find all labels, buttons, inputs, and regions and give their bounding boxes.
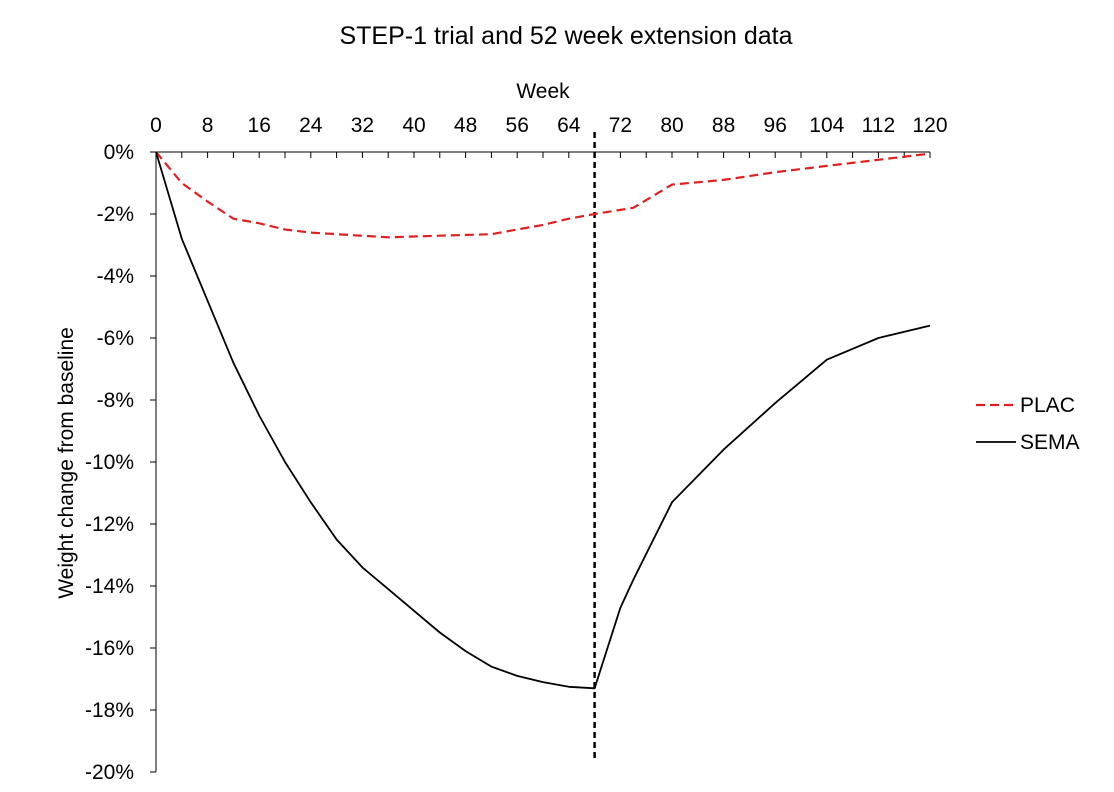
x-tick-label: 80 xyxy=(660,114,683,137)
x-tick-label: 96 xyxy=(764,114,787,137)
legend-label-sema: SEMA xyxy=(1020,431,1080,454)
y-tick-label: 0% xyxy=(104,141,134,164)
y-tick-label: -14% xyxy=(85,575,134,598)
legend-label-plac: PLAC xyxy=(1020,394,1075,417)
x-tick-label: 16 xyxy=(248,114,271,137)
x-tick-label: 64 xyxy=(557,114,581,137)
y-tick-label: -2% xyxy=(97,203,134,226)
x-tick-label: 120 xyxy=(912,114,947,137)
x-tick-label: 72 xyxy=(609,114,632,137)
x-tick-label: 8 xyxy=(202,114,214,137)
series-line-sema xyxy=(155,151,931,690)
x-tick-label: 104 xyxy=(809,114,844,137)
y-tick-label: -4% xyxy=(97,265,134,288)
x-axis-title: Week xyxy=(516,80,570,103)
x-tick-label: 40 xyxy=(402,114,425,137)
chart-title: STEP-1 trial and 52 week extension data xyxy=(339,22,792,50)
x-tick-label: 88 xyxy=(712,114,735,137)
y-tick-label: -6% xyxy=(97,327,134,350)
y-tick-label: -12% xyxy=(85,513,134,536)
y-tick-label: -16% xyxy=(85,637,134,660)
x-tick-label: 56 xyxy=(506,114,529,137)
y-tick-label: -10% xyxy=(85,451,134,474)
x-tick-label: 48 xyxy=(454,114,477,137)
y-axis-title: Weight change from baseline xyxy=(55,327,78,599)
y-tick-label: -20% xyxy=(85,761,134,784)
series-line-plac xyxy=(155,151,931,239)
x-tick-label: 32 xyxy=(351,114,374,137)
x-tick-label: 0 xyxy=(150,114,162,137)
x-tick-label: 24 xyxy=(299,114,323,137)
x-tick-label: 112 xyxy=(862,114,895,137)
y-tick-label: -18% xyxy=(85,699,134,722)
y-tick-label: -8% xyxy=(97,389,134,412)
